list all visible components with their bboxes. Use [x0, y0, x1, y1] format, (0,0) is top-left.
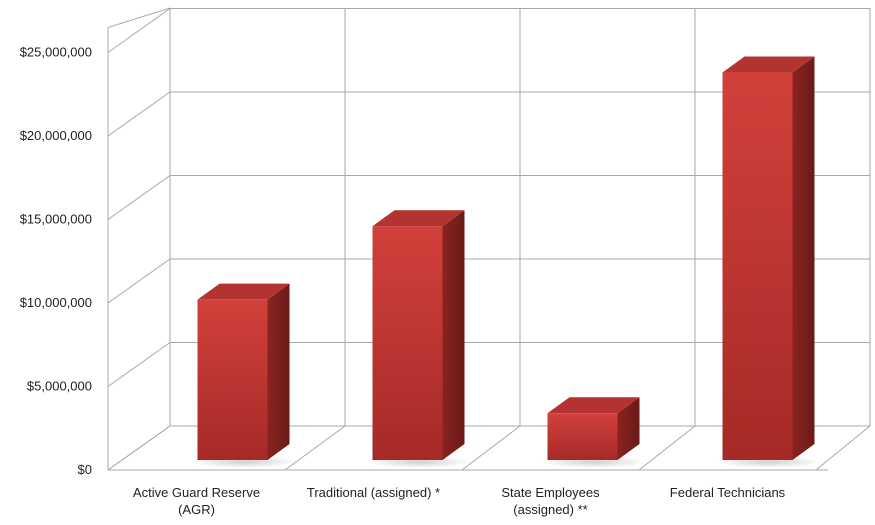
- grid-line-side: [107, 258, 171, 304]
- x-category-label: Active Guard Reserve: [133, 485, 260, 500]
- floor-grid-line: [461, 425, 521, 471]
- y-tick-label: $25,000,000: [20, 45, 92, 60]
- y-axis-ticks: $0 $5,000,000 $10,000,000 $15,000,000 $20,00…: [20, 45, 92, 478]
- bar-side: [442, 210, 465, 460]
- floor-grid-line: [638, 425, 696, 471]
- bar-2: [542, 397, 647, 468]
- x-category-label: (AGR): [178, 502, 215, 517]
- bar-top: [372, 210, 465, 227]
- bar-top: [197, 283, 290, 300]
- bar-front: [372, 226, 443, 460]
- bar-side: [617, 397, 640, 460]
- x-category-label: Federal Technicians: [670, 485, 786, 500]
- y-tick-label: $0: [78, 462, 92, 477]
- y-tick-label: $10,000,000: [20, 295, 92, 310]
- bar-front: [547, 413, 618, 460]
- grid-line-side: [107, 342, 171, 387]
- grid-line-side: [107, 91, 171, 137]
- grid-line-side: [107, 175, 171, 220]
- bars: [192, 56, 822, 468]
- bar-side: [267, 283, 290, 460]
- bar-0: [192, 283, 297, 468]
- bar-front: [197, 299, 268, 460]
- x-category-label: State Employees: [501, 485, 600, 500]
- grid-line-side: [107, 7, 171, 28]
- y-tick-label: $15,000,000: [20, 212, 92, 227]
- grid-line-side: [107, 8, 171, 53]
- y-tick-label: $20,000,000: [20, 128, 92, 143]
- bar-3: [717, 56, 822, 468]
- x-axis-labels: Active Guard Reserve (AGR) Traditional (as…: [133, 485, 786, 517]
- bar-side: [792, 56, 815, 461]
- y-tick-label: $5,000,000: [27, 379, 92, 394]
- bar-top: [722, 56, 815, 73]
- bar-1: [367, 210, 472, 468]
- floor-grid-line: [815, 425, 871, 471]
- x-category-label: Traditional (assigned) *: [307, 485, 440, 500]
- bar-top: [547, 397, 640, 414]
- bar-front: [722, 72, 793, 460]
- floor-grid-line: [107, 425, 171, 471]
- x-category-label: (assigned) **: [513, 502, 587, 517]
